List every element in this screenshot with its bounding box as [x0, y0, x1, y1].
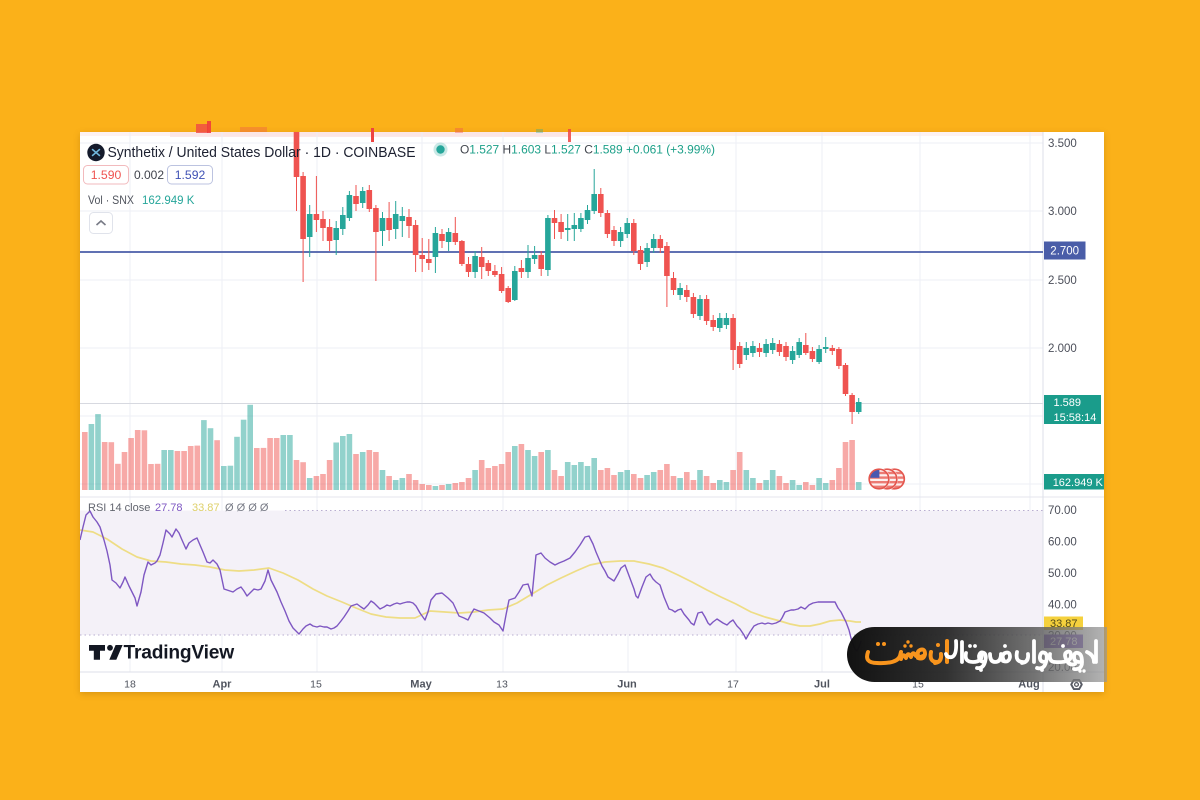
svg-text:18: 18	[124, 679, 136, 691]
svg-text:RSI 14 close: RSI 14 close	[88, 502, 150, 514]
svg-text:13: 13	[496, 679, 508, 691]
svg-text:40.00: 40.00	[1048, 599, 1077, 611]
svg-text:TradingView: TradingView	[124, 643, 235, 664]
svg-text:70.00: 70.00	[1048, 505, 1077, 517]
svg-text:2.500: 2.500	[1048, 275, 1077, 287]
svg-text:3.000: 3.000	[1048, 206, 1077, 218]
svg-text:33.87: 33.87	[192, 502, 220, 514]
svg-text:1.589: 1.589	[1054, 397, 1082, 409]
svg-text:1.592: 1.592	[175, 168, 206, 182]
svg-text:50.00: 50.00	[1048, 568, 1077, 580]
svg-text:2.700: 2.700	[1050, 246, 1079, 258]
svg-text:0.002: 0.002	[134, 168, 164, 182]
svg-text:2.000: 2.000	[1048, 343, 1077, 355]
svg-text:Synthetix / United States Doll: Synthetix / United States Dollar · 1D · …	[108, 144, 416, 161]
svg-text:162.949 K: 162.949 K	[1053, 477, 1104, 489]
svg-text:Apr: Apr	[213, 679, 233, 691]
svg-text:May: May	[410, 679, 432, 691]
svg-text:15: 15	[310, 679, 322, 691]
svg-text:Ø Ø Ø Ø: Ø Ø Ø Ø	[225, 502, 269, 514]
svg-text:3.500: 3.500	[1048, 138, 1077, 150]
svg-text:27.78: 27.78	[155, 502, 183, 514]
svg-text:Jun: Jun	[617, 679, 637, 691]
svg-text:1.590: 1.590	[91, 168, 122, 182]
svg-text:15: 15	[912, 679, 924, 691]
svg-text:O1.527 H1.603 L1.527 C1.589 +0: O1.527 H1.603 L1.527 C1.589 +0.061 (+3.9…	[460, 143, 715, 157]
svg-text:15:58:14: 15:58:14	[1054, 412, 1097, 424]
svg-text:162.949 K: 162.949 K	[142, 195, 195, 207]
svg-text:17: 17	[727, 679, 739, 691]
svg-text:Jul: Jul	[814, 679, 830, 691]
svg-text:60.00: 60.00	[1048, 537, 1077, 549]
svg-text:Vol · SNX: Vol · SNX	[88, 193, 134, 207]
